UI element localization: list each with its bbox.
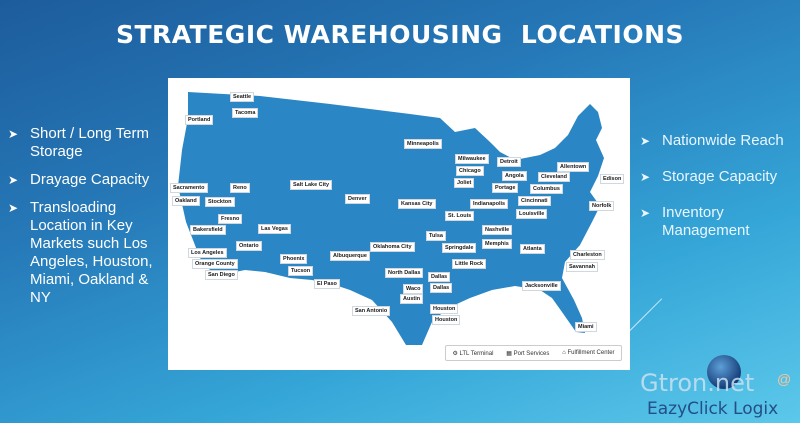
city-label: Allentown	[557, 162, 590, 172]
map-legend: ⚙ LTL Terminal ▦ Port Services ⌂ Fulfill…	[445, 345, 622, 361]
warehouse-icon: ⌂	[562, 350, 566, 356]
city-label: Waco	[403, 284, 424, 294]
city-label: Milwaukee	[455, 154, 489, 164]
city-label: Seattle	[230, 92, 255, 102]
us-outline	[178, 92, 604, 345]
city-label: Chicago	[456, 166, 484, 176]
bullet-text: Drayage Capacity	[30, 171, 150, 188]
logo-gtron: Gtron.net	[640, 369, 755, 397]
legend-ltl-terminal: ⚙ LTL Terminal	[452, 350, 494, 357]
us-warehouse-map: ⚙ LTL Terminal ▦ Port Services ⌂ Fulfill…	[168, 78, 630, 370]
city-label: Stockton	[205, 197, 235, 207]
city-label: Phoenix	[280, 254, 308, 264]
city-label: Sacramento	[170, 183, 208, 193]
city-label: Norfolk	[589, 201, 615, 211]
city-label: Portland	[185, 115, 214, 125]
city-label: Los Angeles	[188, 248, 227, 258]
city-label: Springdale	[442, 243, 477, 253]
city-label: Albuquerque	[330, 251, 370, 261]
city-label: Louisville	[516, 209, 548, 219]
city-label: Las Vegas	[258, 224, 291, 234]
legend-port-services: ▦ Port Services	[506, 350, 550, 357]
city-label: San Diego	[205, 270, 238, 280]
gear-icon: ⚙	[452, 350, 458, 357]
arrow-right-icon: ➤	[640, 134, 651, 148]
arrow-right-icon: ➤	[8, 201, 19, 215]
logo: Gtron.net @ EazyClick Logix	[640, 355, 800, 423]
city-label: Detroit	[497, 157, 521, 167]
port-icon: ▦	[506, 350, 512, 357]
city-label: Denver	[345, 194, 370, 204]
city-label: Oklahoma City	[370, 242, 415, 252]
legend-fulfillment-center: ⌂ Fulfillment Center	[562, 350, 615, 356]
city-label: Nashville	[482, 225, 513, 235]
city-label: Dallas	[430, 283, 453, 293]
arrow-right-icon: ➤	[640, 206, 651, 220]
logo-eazyclick: EazyClick Logix	[647, 399, 779, 419]
decorative-line	[629, 298, 663, 331]
bullet-text: Transloading Location in Key Markets suc…	[30, 199, 153, 306]
bullet-item: ➤ Nationwide Reach	[640, 132, 800, 150]
city-label: North Dallas	[385, 268, 424, 278]
logo-at: @	[777, 371, 792, 387]
city-label: Charleston	[570, 250, 605, 260]
city-label: Tulsa	[426, 231, 446, 241]
bullet-text: Storage Capacity	[662, 168, 778, 185]
city-label: St. Louis	[445, 211, 475, 221]
bullet-text: Inventory Management	[662, 204, 750, 239]
city-label: Cleveland	[538, 172, 570, 182]
city-label: Savannah	[566, 262, 598, 272]
bullet-item: ➤ Transloading Location in Key Markets su…	[8, 199, 168, 307]
globe-icon	[707, 355, 741, 389]
city-label: Kansas City	[398, 199, 436, 209]
city-label: Orange County	[192, 259, 238, 269]
left-bullet-list: ➤ Short / Long Term Storage ➤ Drayage Capa…	[8, 125, 168, 317]
arrow-right-icon: ➤	[8, 127, 19, 141]
city-label: Tacoma	[232, 108, 259, 118]
us-landmass	[178, 92, 604, 345]
arrow-right-icon: ➤	[640, 170, 651, 184]
city-label: Columbus	[530, 184, 563, 194]
bullet-item: ➤ Inventory Management	[640, 204, 800, 240]
city-label: Miami	[575, 322, 597, 332]
city-label: Jacksonville	[522, 281, 561, 291]
city-label: Dallas	[428, 272, 451, 282]
city-label: Houston	[432, 315, 461, 325]
right-bullet-list: ➤ Nationwide Reach ➤ Storage Capacity ➤ Inv…	[640, 132, 800, 258]
city-label: San Antonio	[352, 306, 391, 316]
city-label: Houston	[430, 304, 459, 314]
bullet-text: Nationwide Reach	[662, 132, 784, 149]
city-label: Fresno	[218, 214, 243, 224]
city-label: Little Rock	[452, 259, 487, 269]
city-label: Salt Lake City	[290, 180, 333, 190]
city-label: Memphis	[482, 239, 512, 249]
city-label: Bakersfield	[190, 225, 226, 235]
city-label: Portage	[492, 183, 519, 193]
arrow-right-icon: ➤	[8, 173, 19, 187]
bullet-item: ➤ Short / Long Term Storage	[8, 125, 168, 161]
city-label: Austin	[400, 294, 424, 304]
slide-title: STRATEGIC WAREHOUSING LOCATIONS	[115, 20, 685, 49]
city-label: Minneapolis	[404, 139, 442, 149]
city-label: Joliet	[454, 178, 475, 188]
city-label: El Paso	[314, 279, 340, 289]
city-label: Reno	[230, 183, 250, 193]
city-label: Cincinnati	[518, 196, 551, 206]
city-label: Indianapolis	[470, 199, 509, 209]
city-label: Atlanta	[520, 244, 545, 254]
bullet-item: ➤ Storage Capacity	[640, 168, 800, 186]
city-label: Edison	[600, 174, 625, 184]
city-label: Oakland	[172, 196, 200, 206]
city-label: Tucson	[288, 266, 314, 276]
bullet-text: Short / Long Term Storage	[30, 125, 149, 160]
city-label: Ontario	[236, 241, 262, 251]
bullet-item: ➤ Drayage Capacity	[8, 171, 168, 189]
city-label: Angola	[502, 171, 527, 181]
